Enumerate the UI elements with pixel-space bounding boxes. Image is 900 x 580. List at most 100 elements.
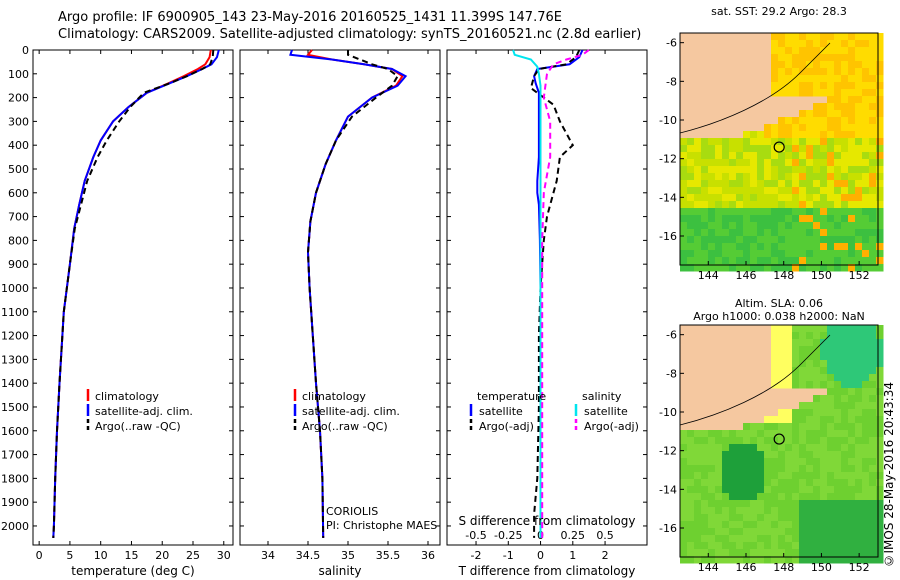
map-cell [841,61,849,69]
map-cell [834,325,842,333]
map-cell [820,124,828,132]
map-cell [813,124,821,132]
map-cell [862,75,870,83]
map-cell [799,507,807,515]
map-cell [799,222,807,230]
map-cell [792,346,800,354]
map-cell [715,180,723,188]
legend-label: Argo(..raw -QC) [302,420,388,433]
map-cell [806,264,814,272]
map-cell [820,194,828,202]
map-cell [701,222,709,230]
x-tick-label-salinity: 0.25 [561,529,586,542]
map-cell [862,68,870,76]
map-cell [869,215,877,223]
map-cell [855,250,863,258]
map-cell [827,173,835,181]
map-cell [680,208,688,216]
map-cell [855,430,863,438]
map-cell [799,173,807,181]
map-cell [876,465,884,473]
map-cell [715,493,723,501]
map-cell [834,479,842,487]
map-cell [799,542,807,550]
map-cell [813,479,821,487]
map-cell [778,479,786,487]
map-cell [750,243,758,251]
map-cell [869,500,877,508]
map-cell [792,486,800,494]
map-cell [785,194,793,202]
map-cell [778,535,786,543]
map-cell [750,500,758,508]
map-cell [806,437,814,445]
map-cell [764,416,772,424]
map-cell [869,54,877,62]
map-cell [834,131,842,139]
map-cell [750,556,758,564]
map-cell [694,549,702,557]
map-cell [792,54,800,62]
map-cell [764,528,772,536]
map-cell [708,208,716,216]
map-cell [757,479,765,487]
map-cell [715,138,723,146]
map-cell [848,47,856,55]
map-cell [792,159,800,167]
map-cell [827,229,835,237]
map-cell [799,339,807,347]
map-cell [743,479,751,487]
map-cell [855,47,863,55]
map-cell [834,542,842,550]
map-frame [679,324,879,558]
map-cell [799,430,807,438]
map-cell [708,444,716,452]
map-cell [771,61,779,69]
map-cell [701,549,709,557]
map-cell [820,33,828,41]
map-cell [841,54,849,62]
map-cell [736,159,744,167]
map-cell [722,222,730,230]
map-cell [834,96,842,104]
map-cell [834,103,842,111]
map-cell [869,465,877,473]
map-cell [785,201,793,209]
map-cell [869,367,877,375]
map-cell [743,465,751,473]
y-tick-label: 1900 [1,496,29,509]
map-cell [799,187,807,195]
map-cell [834,215,842,223]
map-cell [680,528,688,536]
map-cell [841,103,849,111]
map-cell [820,458,828,466]
map-cell [743,430,751,438]
map-cell [701,250,709,258]
map-cell [827,451,835,459]
map-cell [841,339,849,347]
map-cell [869,332,877,340]
map-cell [708,521,716,529]
map-cell [827,131,835,139]
map-cell [862,180,870,188]
map-cell [680,458,688,466]
map-cell [869,423,877,431]
map-cell [743,194,751,202]
map-cell [869,201,877,209]
map-cell [701,451,709,459]
map-cell [792,229,800,237]
map-cell [799,257,807,265]
map-cell [736,437,744,445]
map-cell [687,201,695,209]
map-cell [743,514,751,522]
map-cell [736,493,744,501]
map-cell [855,82,863,90]
map-cell [729,166,737,174]
map-cell [841,187,849,195]
map-cell [855,96,863,104]
map-cell [715,521,723,529]
map-cell [785,367,793,375]
map-cell [820,444,828,452]
map-cell [806,117,814,125]
map-cell [834,458,842,466]
